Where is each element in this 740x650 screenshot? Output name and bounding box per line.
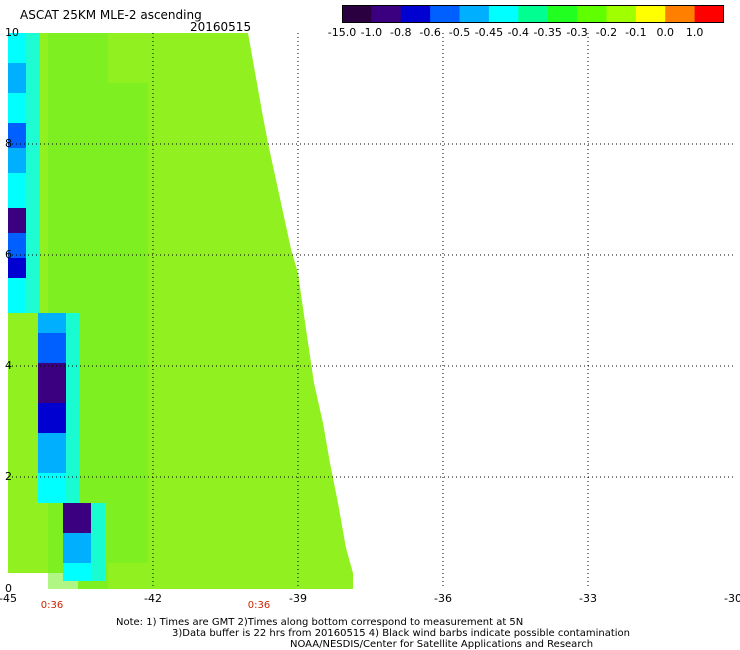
edge-cell <box>8 148 26 173</box>
edge-cell-fringe <box>26 148 40 173</box>
colorbar-label: -15.0 <box>327 26 357 39</box>
colorbar-swatch <box>488 5 519 23</box>
y-tick-label: 0 <box>5 582 12 595</box>
note-line-2: 3)Data buffer is 22 hrs from 20160515 4)… <box>172 628 630 639</box>
edge-cell-fringe <box>26 173 40 208</box>
colorbar-label: 0.0 <box>656 26 674 39</box>
edge-cell-fringe <box>66 433 80 473</box>
edge-cell-fringe <box>66 473 80 503</box>
edge-cell <box>63 503 91 533</box>
x-tick-label: -33 <box>579 592 597 605</box>
colorbar-label: -0.8 <box>390 26 412 39</box>
y-tick-label: 8 <box>5 137 12 150</box>
colorbar-swatch <box>606 5 637 23</box>
x-tick-label: -36 <box>434 592 452 605</box>
colorbar-label: -0.4 <box>507 26 530 39</box>
colorbar-border <box>342 5 724 23</box>
edge-cell <box>8 278 26 313</box>
colorbar-label: 1.0 <box>685 26 704 39</box>
x-tick-label: -30 <box>724 592 740 605</box>
edge-cell-fringe <box>26 33 40 63</box>
colorbar <box>342 5 724 23</box>
y-tick-label: 2 <box>5 470 12 483</box>
colorbar-label: -0.1 <box>625 26 647 39</box>
edge-cell-fringe <box>26 233 40 258</box>
colorbar-label: -0.45 <box>474 26 504 39</box>
edge-cell-fringe <box>91 533 105 563</box>
y-tick-label: 6 <box>5 248 12 261</box>
edge-cell <box>38 363 66 403</box>
plot-svg <box>8 33 733 589</box>
colorbar-label: -0.35 <box>533 26 562 39</box>
edge-cell <box>8 233 26 258</box>
edge-cell <box>8 63 26 93</box>
edge-cell <box>63 533 91 563</box>
chart-date: 20160515 <box>190 20 252 34</box>
colorbar-swatch <box>518 5 549 23</box>
edge-cell <box>8 208 26 233</box>
edge-cell <box>38 403 66 433</box>
edge-cell-fringe <box>66 313 80 333</box>
edge-cell-fringe <box>26 93 40 123</box>
swath-patch <box>108 83 148 563</box>
time-label-right: 0:36 <box>247 600 271 611</box>
y-tick-label: 4 <box>5 359 12 372</box>
edge-cell-fringe <box>26 278 40 313</box>
colorbar-swatch <box>400 5 431 23</box>
colorbar-label: -0.2 <box>595 26 618 39</box>
edge-cell <box>38 313 66 333</box>
edge-cell <box>8 173 26 208</box>
colorbar-label: -0.3 <box>566 26 588 39</box>
edge-cell-fringe <box>66 403 80 433</box>
edge-cell-fringe <box>66 333 80 363</box>
x-tick-label: -39 <box>289 592 307 605</box>
edge-cell <box>8 93 26 123</box>
colorbar-swatch <box>547 5 578 23</box>
edge-cell-fringe <box>26 123 40 148</box>
colorbar-swatch <box>694 5 724 23</box>
colorbar-swatch <box>635 5 666 23</box>
edge-cell <box>8 123 26 148</box>
y-tick-label: 10 <box>5 26 19 39</box>
plot-area <box>8 33 733 589</box>
colorbar-label: -0.6 <box>419 26 441 39</box>
colorbar-swatch <box>459 5 490 23</box>
colorbar-swatch <box>430 5 461 23</box>
note-line-3: NOAA/NESDIS/Center for Satellite Applica… <box>290 639 594 650</box>
edge-cell <box>38 333 66 363</box>
edge-cell-fringe <box>26 208 40 233</box>
edge-cell <box>38 473 66 503</box>
edge-cell <box>63 563 91 581</box>
edge-cell-fringe <box>91 503 105 533</box>
colorbar-swatch <box>371 5 402 23</box>
edge-cell-fringe <box>26 63 40 93</box>
colorbar-swatch <box>577 5 607 23</box>
edge-cell <box>8 33 26 63</box>
edge-cell <box>8 258 26 278</box>
colorbar-swatch <box>342 5 372 23</box>
chart-title: ASCAT 25KM MLE-2 ascending <box>20 8 202 22</box>
colorbar-label: -1.0 <box>360 26 383 39</box>
colorbar-label: -0.5 <box>448 26 471 39</box>
edge-cell <box>38 433 66 473</box>
x-tick-label: -42 <box>144 592 162 605</box>
time-label-left: 0:36 <box>40 600 64 611</box>
x-tick-label: -45 <box>0 592 17 605</box>
edge-cell-fringe <box>66 363 80 403</box>
note-line-1: Note: 1) Times are GMT 2)Times along bot… <box>116 617 524 628</box>
edge-cell-fringe <box>91 563 105 581</box>
colorbar-swatch <box>665 5 696 23</box>
edge-cell-fringe <box>26 258 40 278</box>
